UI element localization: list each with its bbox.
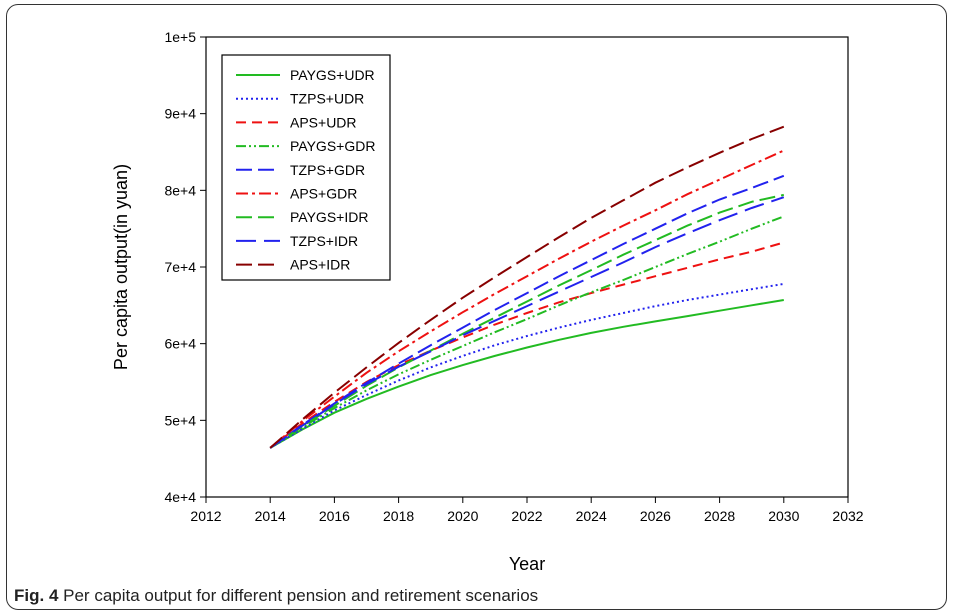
x-tick-label: 2020: [447, 508, 478, 524]
legend-box: [221, 54, 391, 281]
series-line-tzps-udr: [269, 282, 784, 449]
legend-label: TZPS+UDR: [290, 91, 364, 107]
series-line-paygs-udr: [269, 299, 784, 449]
series-line-aps-udr: [269, 241, 785, 449]
legend-label: PAYGS+GDR: [290, 138, 375, 154]
x-axis-title: Year: [509, 554, 545, 574]
legend-label: APS+IDR: [290, 257, 350, 273]
x-tick-label: 2016: [319, 508, 350, 524]
x-tick-label: 2030: [768, 508, 799, 524]
legend-label: PAYGS+UDR: [290, 67, 375, 83]
legend-label: TZPS+IDR: [290, 233, 358, 249]
legend-label: APS+UDR: [290, 114, 357, 130]
x-tick-label: 2012: [190, 508, 221, 524]
legend-label: PAYGS+IDR: [290, 209, 368, 225]
legend-label: TZPS+GDR: [290, 162, 365, 178]
series-line-paygs-gdr: [269, 215, 785, 449]
x-tick-label: 2032: [832, 508, 863, 524]
y-tick-label: 8e+4: [164, 182, 196, 198]
x-tick-label: 2018: [383, 508, 414, 524]
y-tick-label: 1e+5: [164, 29, 196, 45]
series-line-tzps-gdr: [269, 174, 785, 449]
x-tick-label: 2022: [511, 508, 542, 524]
x-tick-label: 2024: [576, 508, 607, 524]
y-tick-label: 6e+4: [164, 336, 196, 352]
series-line-aps-gdr: [269, 149, 785, 449]
figure-frame: [6, 4, 947, 610]
figure-caption-text: Per capita output for different pension …: [63, 586, 539, 605]
series-line-paygs-idr: [269, 193, 785, 449]
y-axis-title: Per capita output(in yuan): [111, 164, 131, 370]
y-tick-label: 9e+4: [164, 106, 196, 122]
legend-label: APS+GDR: [290, 186, 357, 202]
series-line-tzps-idr: [269, 196, 785, 449]
figure-caption: Fig. 4 Per capita output for different p…: [14, 586, 538, 606]
series-line-aps-idr: [269, 125, 785, 449]
figure-caption-label: Fig. 4: [14, 586, 59, 605]
y-tick-label: 7e+4: [164, 259, 196, 275]
x-tick-label: 2028: [704, 508, 735, 524]
x-tick-label: 2026: [640, 508, 671, 524]
y-tick-label: 5e+4: [164, 412, 196, 428]
x-tick-label: 2014: [255, 508, 286, 524]
y-tick-label: 4e+4: [164, 489, 196, 505]
